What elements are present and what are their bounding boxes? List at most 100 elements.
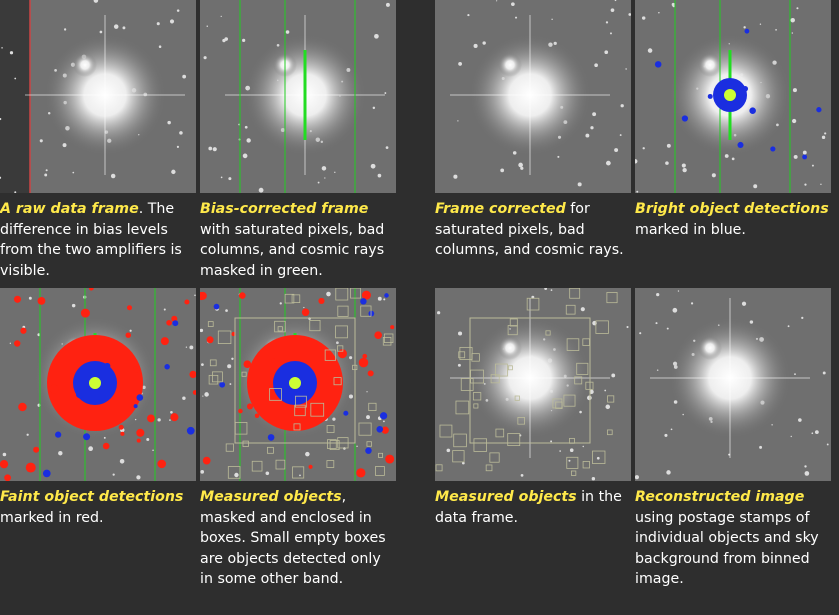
caption-highlight: Reconstructed image — [635, 489, 805, 505]
star — [551, 18, 553, 21]
star — [383, 420, 385, 423]
box — [566, 338, 580, 351]
faint-mask — [238, 292, 246, 299]
box — [592, 450, 606, 464]
box — [569, 288, 581, 299]
caption-highlight: Measured objects — [435, 489, 577, 505]
star — [681, 163, 686, 168]
star — [366, 391, 368, 393]
star — [698, 336, 722, 360]
star — [628, 13, 631, 16]
box — [473, 438, 487, 452]
box — [378, 452, 384, 458]
caption-highlight: Frame corrected — [435, 201, 566, 217]
faint-mask — [200, 291, 207, 300]
bright-mask — [75, 390, 84, 399]
star — [824, 132, 827, 135]
box — [569, 437, 575, 444]
faint-mask — [88, 288, 94, 291]
panel: Measured objects, masked and enclosed in… — [200, 288, 396, 590]
star — [610, 8, 615, 13]
star — [372, 106, 376, 110]
caption-text: in the data frame. — [435, 489, 622, 526]
star — [656, 369, 659, 371]
star — [544, 288, 548, 291]
star — [201, 363, 204, 366]
star — [72, 171, 75, 174]
caption-highlight: Bright object detections — [635, 201, 829, 217]
star — [826, 443, 829, 446]
caption-highlight: Faint object detections — [0, 489, 184, 505]
star — [582, 445, 584, 448]
star — [791, 118, 797, 124]
star — [619, 134, 622, 136]
box — [469, 317, 591, 444]
star — [590, 126, 594, 130]
star — [227, 364, 232, 369]
caption: Bias-corrected frame with saturated pixe… — [200, 199, 396, 281]
faint-mask — [361, 290, 371, 300]
star — [771, 424, 773, 426]
faint-mask — [202, 456, 211, 465]
star — [724, 154, 729, 158]
star — [334, 171, 336, 174]
star — [482, 41, 486, 45]
box — [552, 398, 563, 409]
star — [605, 160, 611, 166]
faint-mask — [246, 403, 254, 410]
star — [93, 0, 99, 3]
star — [231, 357, 234, 360]
box — [326, 425, 335, 433]
faint-mask — [147, 414, 155, 423]
box — [509, 318, 518, 327]
star — [220, 176, 223, 179]
star — [604, 389, 607, 392]
star — [204, 392, 209, 397]
star — [666, 470, 671, 475]
star — [635, 475, 639, 480]
star — [585, 133, 590, 138]
star — [641, 16, 646, 20]
caption: Faint object detections marked in red. — [0, 487, 196, 528]
star — [647, 48, 653, 53]
faint-mask — [157, 459, 167, 469]
box — [269, 388, 282, 401]
box — [310, 402, 325, 417]
star — [518, 162, 523, 168]
faint-mask — [189, 370, 196, 379]
star — [579, 410, 582, 414]
faint-mask — [271, 358, 276, 363]
caption-text: marked in red. — [0, 509, 104, 526]
bright-mask — [802, 154, 808, 160]
star — [520, 166, 524, 170]
star — [370, 163, 376, 169]
star — [26, 433, 29, 436]
faint-mask — [20, 327, 27, 334]
star — [580, 307, 585, 312]
star — [596, 456, 600, 460]
box — [375, 466, 385, 476]
star — [44, 173, 48, 177]
star — [796, 7, 799, 10]
star — [801, 316, 804, 320]
box — [470, 369, 484, 384]
caption-text: with saturated pixels, bad columns, and … — [200, 221, 385, 279]
star — [672, 307, 678, 313]
box — [337, 345, 344, 352]
star — [787, 325, 790, 328]
faint-mask — [358, 357, 369, 368]
star — [690, 302, 694, 305]
star — [511, 2, 515, 7]
bright-mask — [55, 431, 62, 438]
faint-mask — [49, 384, 59, 394]
star — [385, 146, 389, 149]
star — [220, 15, 222, 17]
caption: Measured objects in the data frame. — [435, 487, 631, 528]
star — [473, 43, 478, 49]
star — [167, 120, 171, 125]
box — [309, 320, 321, 332]
faint-mask — [25, 462, 36, 473]
faint-mask — [337, 349, 347, 359]
box — [472, 392, 482, 401]
star — [698, 53, 722, 77]
